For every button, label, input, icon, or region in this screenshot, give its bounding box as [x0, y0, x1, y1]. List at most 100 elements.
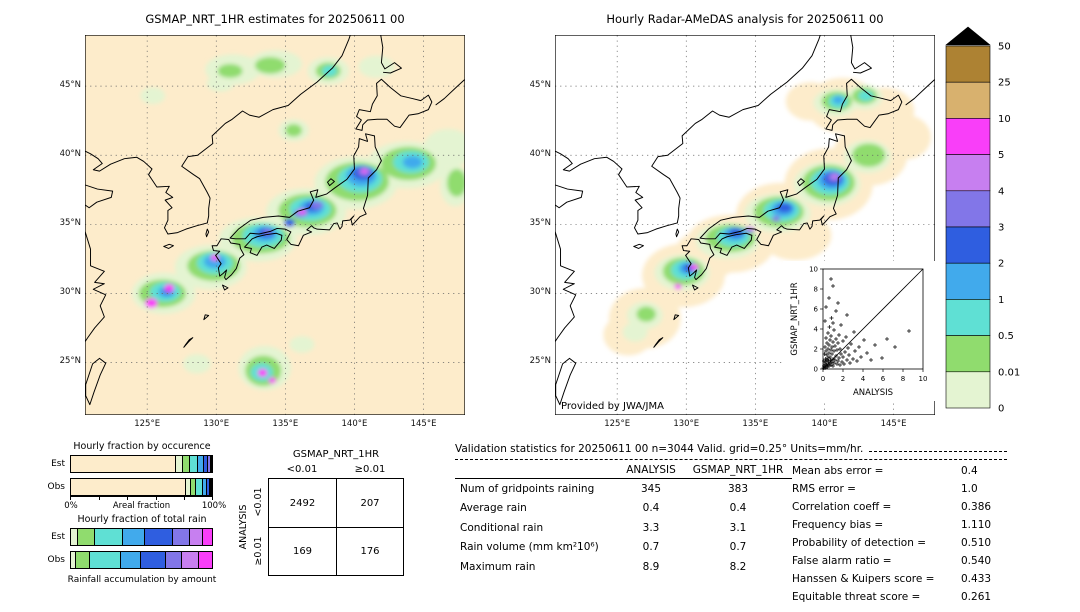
colorbar-segment: [945, 118, 991, 155]
occurrence-chart-title: Hourly fraction by occurence: [73, 441, 211, 452]
metric-label: Mean abs error =: [792, 465, 884, 477]
bar-segment-c3: [206, 479, 209, 495]
metric-pod: Probability of detection = 0.510: [792, 534, 1007, 552]
precip-blob-c001: [289, 336, 315, 353]
stats-header-text: Validation statistics for 20250611 00 n=…: [455, 443, 864, 455]
metric-mean-abs-error: Mean abs error = 0.4: [792, 462, 1007, 480]
bar-segment-c3: [203, 456, 208, 472]
radar-map-title: Hourly Radar-AMeDAS analysis for 2025061…: [606, 12, 884, 26]
lon-tick-label: 145°E: [880, 419, 907, 429]
precip-colorbar: 50 25 10 5 4 3 2 1 0.5 0.01 0: [945, 26, 1020, 415]
precip-blob-c10: [674, 283, 682, 290]
metric-label: Frequency bias =: [792, 519, 884, 531]
colorbar-segment: [945, 190, 991, 228]
precip-blob-c10: [145, 298, 158, 308]
precip-blob-c10: [299, 209, 306, 215]
bar-row-label: Obs: [47, 482, 66, 492]
areal-fraction-axis: [70, 496, 213, 501]
stats-value-analysis: 0.4: [642, 502, 660, 515]
lat-tick-label: 40°N: [529, 149, 551, 160]
precip-blob-c05: [447, 169, 465, 197]
inset-y-tick-label: 8: [814, 286, 818, 294]
precip-blob-c4: [771, 216, 781, 222]
gsmap-map-svg: [85, 35, 465, 415]
stats-col-gsmap: GSMAP_NRT_1HR: [692, 464, 784, 476]
metric-value: 1.0: [961, 483, 978, 495]
contingency-cell-11: 176: [336, 527, 403, 575]
inset-x-tick-label: 10: [919, 375, 928, 383]
precip-blob-c2: [402, 155, 423, 169]
stats-value-gsmap: 8.2: [729, 560, 747, 573]
inset-x-tick-label: 2: [841, 375, 845, 383]
bar-segment-c001: [71, 529, 77, 545]
lat-tick-label: 45°N: [529, 80, 551, 91]
colorbar-tick-label: 3: [998, 223, 1004, 234]
lon-tick-label: 125°E: [134, 419, 161, 429]
metric-value: 0.510: [961, 537, 992, 549]
bar-segment-c2: [121, 529, 145, 545]
metric-label: RMS error =: [792, 483, 856, 495]
inset-y-tick-label: 6: [814, 306, 819, 314]
bar-segment-c10: [202, 529, 212, 545]
inset-x-tick-label: 8: [901, 375, 905, 383]
axis-max-label: 100%: [201, 501, 227, 511]
axis-tick: [70, 497, 71, 500]
lon-tick-label: 125°E: [604, 419, 631, 429]
stacked-bar: [70, 478, 213, 496]
scatter-points: [821, 277, 911, 370]
stats-table: ANALYSIS GSMAP_NRT_1HR Num of gridpoints…: [455, 462, 792, 606]
metric-value: 0.540: [961, 555, 992, 567]
inset-y-tick-label: 2: [814, 346, 818, 354]
contingency-table: 2492 207 169 176: [268, 478, 404, 576]
bar-segment-c5: [180, 552, 198, 568]
lon-tick-label: 140°E: [811, 419, 838, 429]
validation-statistics: Validation statistics for 20250611 00 n=…: [455, 443, 1007, 606]
bar-row-label: Est: [51, 532, 65, 542]
stats-value-gsmap: 383: [727, 482, 749, 495]
bar-segment-c001: [184, 479, 190, 495]
inset-y-tick-label: 10: [809, 266, 818, 274]
inset-y-tick-label: 4: [814, 326, 819, 334]
lon-tick-label: 145°E: [410, 419, 437, 429]
contingency-cell-10: 169: [269, 527, 336, 575]
inset-x-tick-label: 4: [861, 375, 866, 383]
lat-tick-label: 35°N: [529, 218, 551, 229]
occurrence-bars: Est Obs: [40, 455, 220, 496]
inset-y-tick-label: 0: [814, 366, 818, 374]
occurrence-fraction-chart: Hourly fraction by occurence Est Obs 0% A…: [40, 441, 227, 512]
bar-row-label: Est: [51, 459, 65, 469]
stats-value-analysis: 3.3: [642, 521, 660, 534]
lon-tick-label: 135°E: [272, 419, 299, 429]
metric-far: False alarm ratio = 0.540: [792, 552, 1007, 570]
stats-value-analysis: 345: [640, 482, 662, 495]
colorbar-segment: [945, 226, 991, 264]
total-rain-bars: Est Obs: [40, 528, 220, 569]
stats-value-gsmap: 0.4: [729, 502, 747, 515]
lat-tick-label: 40°N: [59, 149, 81, 160]
metric-value: 0.261: [961, 591, 992, 603]
stacked-bar: [70, 551, 213, 569]
lon-tick-label: 130°E: [673, 419, 700, 429]
colorbar-segment: [945, 81, 991, 119]
colorbar-segment: [945, 371, 991, 409]
bar-segment-c05: [189, 479, 196, 495]
contingency-cell-00: 2492: [289, 497, 316, 509]
precip-blob-c2: [832, 96, 844, 104]
bar-segment-c4: [172, 529, 190, 545]
axis-tick: [212, 497, 213, 500]
metric-label: Probability of detection =: [792, 537, 927, 549]
precip-blob-c10: [164, 284, 175, 292]
lat-tick-label: 30°N: [59, 287, 81, 298]
total-rain-chart-title: Hourly fraction of total rain: [77, 514, 207, 525]
bar-row-est: Est: [40, 455, 220, 473]
axis-name-label: Areal fraction: [112, 501, 171, 511]
stacked-bar: [70, 528, 213, 546]
bar-row-obs: Obs: [40, 551, 220, 569]
stats-row-average: Average rain 0.4 0.4: [455, 499, 792, 519]
axis-tick: [155, 497, 157, 500]
contingency-col-label-ge: ≥0.01: [354, 464, 386, 475]
precipitation-field: [131, 50, 465, 391]
bar-segment-c1: [189, 456, 198, 472]
precip-blob-c3: [283, 218, 296, 228]
